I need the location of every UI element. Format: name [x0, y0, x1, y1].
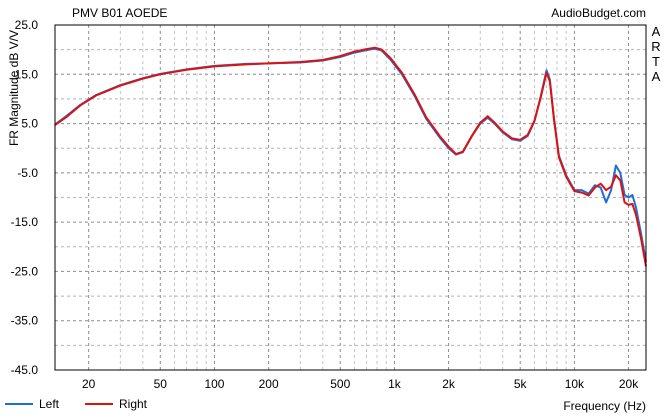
x-axis-label: Frequency (Hz) — [563, 399, 646, 413]
x-tick-label: 100 — [204, 377, 224, 391]
side-letter: T — [652, 54, 660, 69]
grid — [55, 25, 646, 370]
x-tick-label: 20k — [619, 377, 639, 391]
y-tick-label: 15.0 — [15, 67, 39, 81]
y-tick-label: -45.0 — [11, 363, 39, 377]
y-tick-label: -25.0 — [11, 264, 39, 278]
y-tick-label: -35.0 — [11, 314, 39, 328]
side-letter: A — [652, 24, 661, 39]
y-tick-label: 5.0 — [21, 117, 38, 131]
y-tick-label: -5.0 — [17, 166, 38, 180]
x-tick-label: 2k — [442, 377, 456, 391]
legend-label-right: Right — [119, 397, 148, 411]
watermark-text: AudioBudget.com — [551, 6, 646, 20]
x-tick-label: 200 — [259, 377, 279, 391]
series-line-right — [54, 46, 647, 267]
x-tick-label: 1k — [388, 377, 402, 391]
y-tick-label: -15.0 — [11, 215, 39, 229]
plot-border — [54, 24, 647, 371]
side-letter: R — [651, 39, 660, 54]
y-tick-labels: 25.0 15.0 5.0 -5.0 -15.0 -25.0 -35.0 -45.0 — [11, 18, 39, 377]
legend-label-left: Left — [39, 397, 60, 411]
y-tick-label: 25.0 — [15, 18, 39, 32]
x-tick-labels: 20 50 100 200 500 1k 2k 5k 10k 20k — [82, 377, 639, 391]
x-tick-label: 20 — [82, 377, 96, 391]
x-tick-label: 50 — [154, 377, 168, 391]
x-tick-label: 500 — [330, 377, 350, 391]
chart-title: PMV B01 AOEDE — [72, 6, 167, 20]
y-axis-label: FR Magnitude dB V/V — [7, 30, 21, 146]
series-group — [54, 46, 647, 267]
x-tick-label: 10k — [565, 377, 585, 391]
plot-frame — [54, 24, 647, 371]
x-tick-label: 5k — [514, 377, 528, 391]
side-letter: A — [652, 69, 661, 84]
legend: Left Right — [5, 397, 148, 411]
